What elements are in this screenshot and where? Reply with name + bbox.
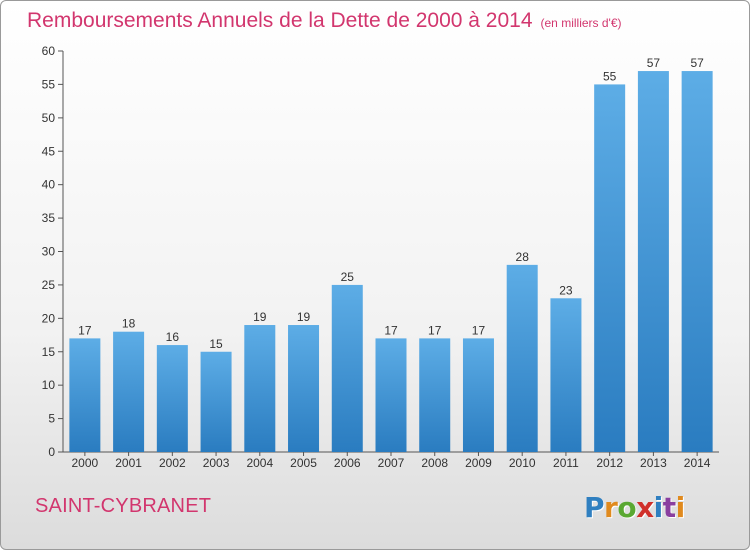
y-tick-label: 50 — [42, 111, 56, 125]
y-tick-label: 10 — [42, 378, 56, 392]
bar — [681, 71, 713, 453]
bar — [113, 331, 145, 452]
chart-title: Remboursements Annuels de la Dette de 20… — [27, 9, 622, 33]
y-tick-label: 20 — [42, 311, 56, 325]
bar — [375, 338, 407, 452]
data-label: 17 — [384, 323, 398, 337]
y-tick-label: 40 — [42, 178, 56, 192]
x-tick-label: 2014 — [684, 456, 711, 470]
x-tick-label: 2008 — [421, 456, 448, 470]
bar — [331, 284, 363, 452]
data-label: 19 — [253, 310, 267, 324]
bar — [419, 338, 451, 452]
x-tick-label: 2001 — [115, 456, 142, 470]
data-label: 15 — [209, 337, 223, 351]
y-tick-label: 45 — [42, 144, 56, 158]
bar — [200, 351, 232, 452]
y-tick-label: 15 — [42, 345, 56, 359]
x-tick-label: 2000 — [72, 456, 99, 470]
data-label: 23 — [559, 283, 573, 297]
data-label: 57 — [647, 56, 661, 70]
logo-letter: P — [584, 491, 605, 524]
logo-letter: r — [604, 491, 618, 524]
data-label: 28 — [516, 250, 530, 264]
bar — [156, 345, 188, 452]
data-label: 18 — [122, 317, 136, 331]
logo-letter: o — [617, 491, 637, 524]
x-tick-label: 2011 — [553, 456, 579, 470]
x-tick-label: 2002 — [159, 456, 186, 470]
bar — [244, 325, 276, 452]
title-text: Remboursements Annuels de la Dette de 20… — [27, 9, 533, 32]
logo-letter: i — [653, 491, 664, 524]
y-tick-label: 0 — [48, 445, 55, 459]
x-tick-label: 2003 — [203, 456, 230, 470]
data-label: 55 — [603, 69, 617, 83]
data-label: 57 — [690, 56, 704, 70]
bar — [637, 71, 669, 453]
bar — [506, 264, 538, 452]
x-tick-label: 2012 — [596, 456, 623, 470]
data-label: 19 — [297, 310, 311, 324]
x-tick-label: 2007 — [378, 456, 405, 470]
proxiti-logo: Proxiti — [584, 491, 685, 524]
x-tick-label: 2004 — [246, 456, 273, 470]
y-tick-label: 35 — [42, 211, 56, 225]
logo-letter: i — [675, 491, 686, 524]
data-label: 17 — [428, 323, 442, 337]
y-tick-label: 5 — [48, 412, 55, 426]
data-label: 25 — [341, 270, 355, 284]
bar — [288, 325, 320, 452]
y-tick-label: 55 — [42, 77, 56, 91]
x-tick-label: 2005 — [290, 456, 317, 470]
bar — [550, 298, 582, 452]
x-tick-label: 2006 — [334, 456, 361, 470]
y-tick-label: 30 — [42, 245, 56, 259]
data-label: 17 — [472, 323, 486, 337]
chart-subtitle: (en milliers d'€) — [540, 16, 622, 30]
data-label: 17 — [78, 323, 92, 337]
data-label: 16 — [166, 330, 180, 344]
x-tick-label: 2013 — [640, 456, 667, 470]
bar — [69, 338, 101, 452]
bar — [594, 84, 626, 453]
x-tick-label: 2009 — [465, 456, 492, 470]
logo-letter: t — [662, 491, 676, 524]
x-tick-label: 2010 — [509, 456, 536, 470]
bar — [462, 338, 494, 452]
y-tick-label: 25 — [42, 278, 56, 292]
y-tick-label: 60 — [42, 44, 56, 58]
city-name: SAINT-CYBRANET — [35, 495, 212, 517]
logo-letter: x — [636, 491, 654, 524]
